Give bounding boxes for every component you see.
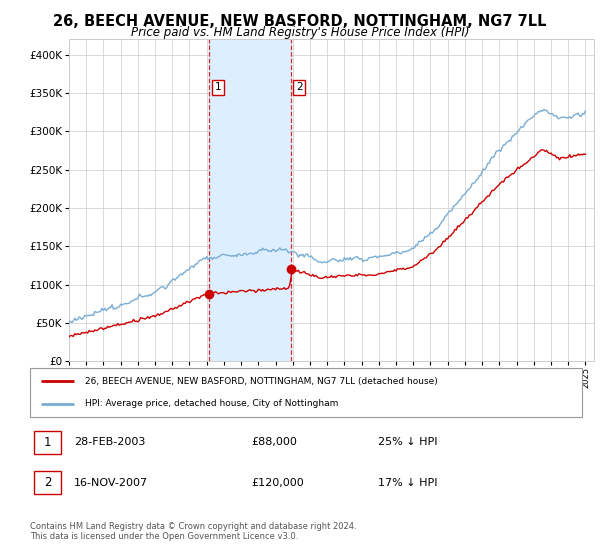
Text: 1: 1	[44, 436, 52, 449]
Text: 26, BEECH AVENUE, NEW BASFORD, NOTTINGHAM, NG7 7LL: 26, BEECH AVENUE, NEW BASFORD, NOTTINGHA…	[53, 14, 547, 29]
Text: 2: 2	[296, 82, 302, 92]
Text: 2: 2	[44, 476, 52, 489]
Text: HPI: Average price, detached house, City of Nottingham: HPI: Average price, detached house, City…	[85, 399, 338, 408]
Text: 1: 1	[215, 82, 221, 92]
Text: 26, BEECH AVENUE, NEW BASFORD, NOTTINGHAM, NG7 7LL (detached house): 26, BEECH AVENUE, NEW BASFORD, NOTTINGHA…	[85, 377, 438, 386]
Text: 28-FEB-2003: 28-FEB-2003	[74, 437, 146, 447]
Text: 25% ↓ HPI: 25% ↓ HPI	[378, 437, 437, 447]
Text: 16-NOV-2007: 16-NOV-2007	[74, 478, 148, 488]
Text: £88,000: £88,000	[251, 437, 296, 447]
Bar	[209, 39, 291, 361]
Text: Contains HM Land Registry data © Crown copyright and database right 2024.
This d: Contains HM Land Registry data © Crown c…	[30, 522, 356, 542]
FancyBboxPatch shape	[30, 368, 582, 417]
FancyBboxPatch shape	[34, 431, 61, 454]
Text: £120,000: £120,000	[251, 478, 304, 488]
Text: Price paid vs. HM Land Registry's House Price Index (HPI): Price paid vs. HM Land Registry's House …	[131, 26, 469, 39]
FancyBboxPatch shape	[34, 471, 61, 494]
Text: 17% ↓ HPI: 17% ↓ HPI	[378, 478, 437, 488]
